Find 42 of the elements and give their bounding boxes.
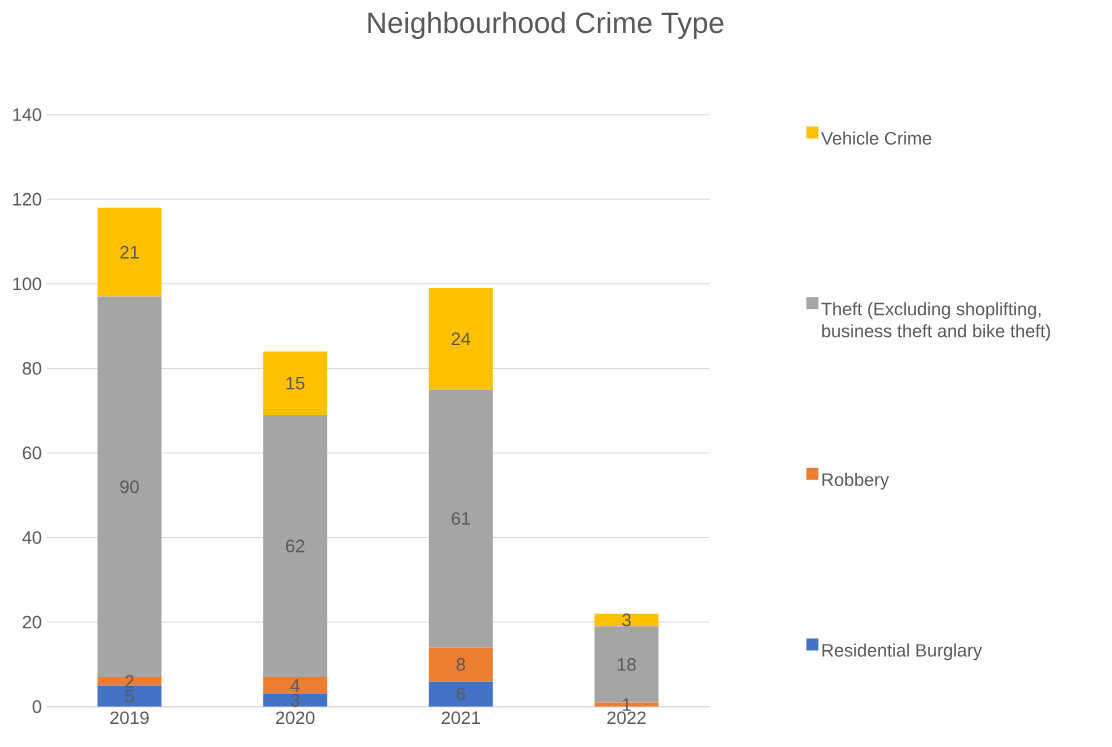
x-tick-label: 2019 (110, 711, 149, 725)
data-label: 21 (120, 245, 139, 259)
data-label: 62 (286, 539, 305, 553)
data-label: 4 (290, 679, 300, 692)
legend-label: Theft (Excluding shoplifting, business theft and bike theft) (821, 302, 1051, 342)
bar (263, 677, 328, 695)
data-label: 24 (451, 332, 471, 346)
y-tick-label: 20 (22, 615, 42, 629)
data-label: 3 (622, 613, 631, 627)
legend-label: Robbery (822, 472, 890, 490)
data-label: 90 (120, 480, 139, 494)
y-tick-label: 80 (22, 362, 42, 375)
y-tick-label: 0 (32, 700, 42, 714)
y-tick-label: 140 (13, 108, 42, 122)
data-label: 2 (125, 675, 134, 688)
data-label: 8 (456, 658, 466, 671)
bar (97, 207, 162, 297)
data-label: 61 (451, 512, 470, 526)
bar (97, 677, 162, 686)
bar (428, 681, 493, 707)
bar (263, 351, 328, 416)
legend-label: Vehicle Crime (821, 131, 932, 145)
y-tick-label: 100 (13, 277, 42, 291)
data-label: 6 (456, 687, 466, 701)
x-tick-label: 2020 (276, 711, 315, 725)
chart-title: Neighbourhood Crime Type (368, 11, 724, 40)
bar (428, 647, 493, 682)
bar (428, 389, 493, 648)
data-label: 15 (286, 377, 305, 390)
x-tick-label: 2022 (607, 711, 646, 725)
x-tick-label: 2021 (441, 711, 480, 725)
bar (428, 288, 493, 390)
y-tick-label: 60 (22, 446, 42, 460)
legend-label: Residential Burglary (822, 643, 983, 661)
data-label: 3 (290, 694, 300, 707)
bar (263, 694, 328, 707)
data-label: 5 (125, 689, 134, 703)
y-tick-label: 40 (22, 531, 42, 545)
bar (263, 415, 328, 678)
data-label: 18 (617, 658, 636, 671)
bar (594, 613, 659, 627)
y-tick-label: 120 (13, 193, 42, 206)
